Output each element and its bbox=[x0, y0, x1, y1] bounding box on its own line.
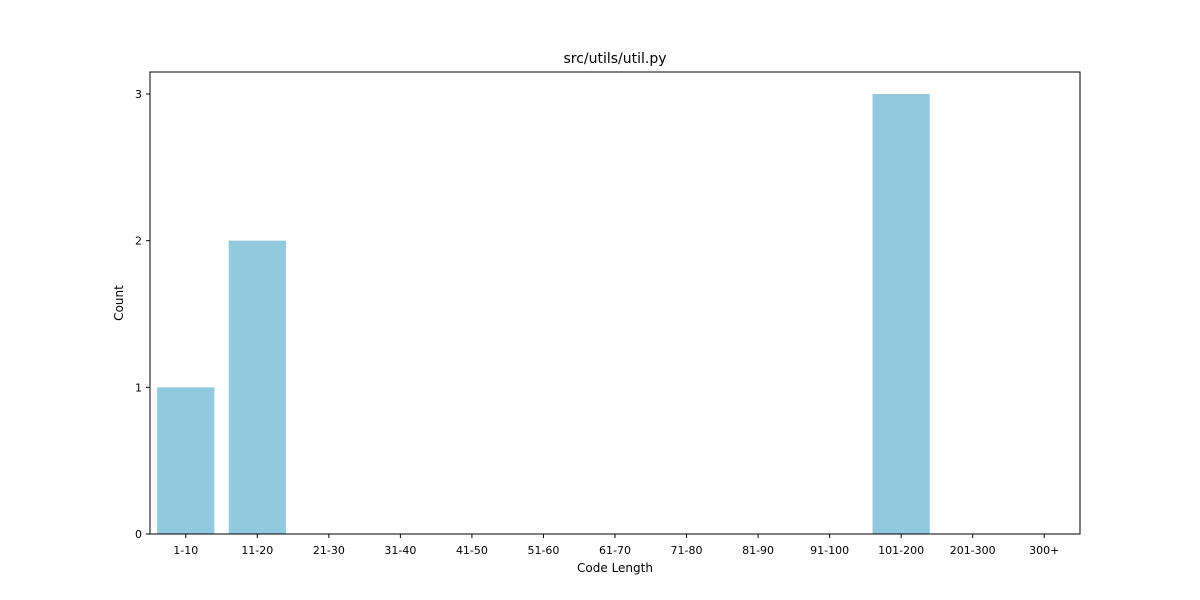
plot-frame bbox=[149, 71, 1081, 535]
x-tick-label: 300+ bbox=[1029, 544, 1059, 557]
x-tick-label: 21-30 bbox=[313, 544, 345, 557]
x-tick-label: 71-80 bbox=[671, 544, 703, 557]
bar-101-200 bbox=[872, 94, 930, 534]
chart-title: src/utils/util.py bbox=[563, 51, 666, 67]
x-tick-label: 51-60 bbox=[527, 544, 559, 557]
x-axis-label: Code Length bbox=[577, 561, 653, 575]
bars-group bbox=[157, 94, 930, 535]
y-tick-label: 0 bbox=[135, 528, 142, 541]
x-axis-ticks: 1-10 11-20 21-30 31-40 41-50 51-60 61-70 71-80 8… bbox=[173, 534, 1059, 557]
x-tick-label: 31-40 bbox=[384, 544, 416, 557]
bar-1-10 bbox=[157, 387, 215, 534]
x-tick-label: 201-300 bbox=[950, 544, 996, 557]
y-axis-label: Count bbox=[112, 285, 126, 321]
x-tick-label: 61-70 bbox=[599, 544, 631, 557]
y-tick-label: 1 bbox=[135, 381, 142, 394]
x-tick-label: 11-20 bbox=[241, 544, 273, 557]
x-tick-label: 91-100 bbox=[810, 544, 849, 557]
x-tick-label: 81-90 bbox=[742, 544, 774, 557]
x-tick-label: 41-50 bbox=[456, 544, 488, 557]
y-tick-label: 2 bbox=[135, 235, 142, 248]
x-tick-label: 1-10 bbox=[173, 544, 198, 557]
y-axis-ticks: 0 1 2 3 bbox=[135, 88, 150, 541]
y-tick-label: 3 bbox=[135, 88, 142, 101]
bar-11-20 bbox=[228, 240, 286, 535]
x-tick-label: 101-200 bbox=[878, 544, 924, 557]
